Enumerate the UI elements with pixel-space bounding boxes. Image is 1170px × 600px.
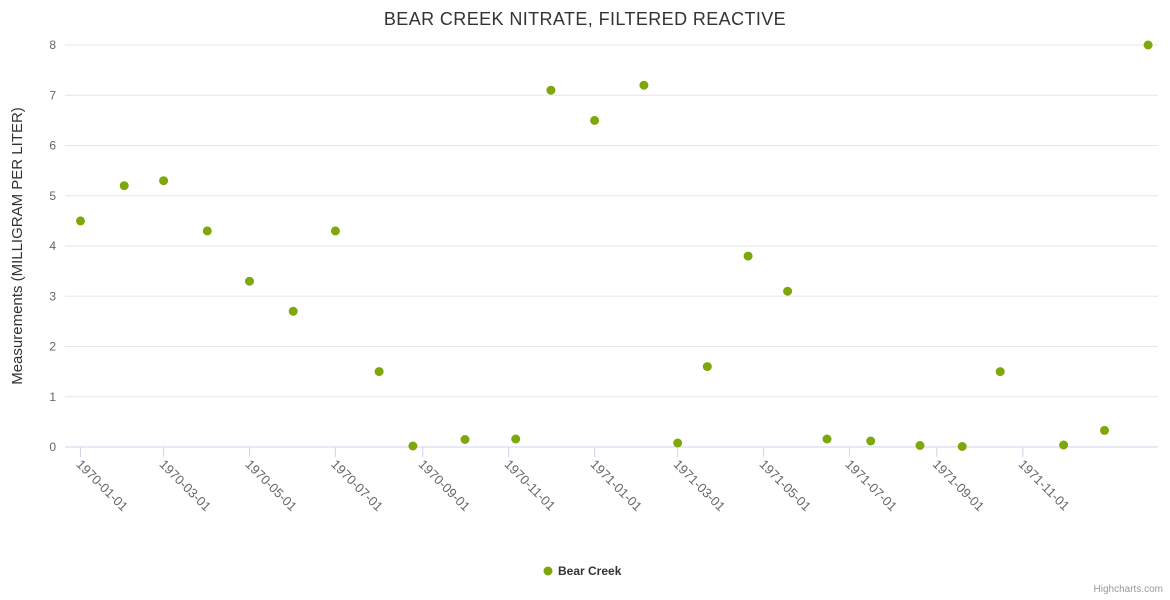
- highcharts-credits-link[interactable]: Highcharts.com: [1094, 584, 1163, 595]
- x-axis-tick-label: 1970-03-01: [156, 457, 214, 515]
- gridlines: [65, 44, 1158, 448]
- x-axis-tick-label: 1970-07-01: [328, 457, 386, 515]
- x-axis-tick-label: 1971-09-01: [930, 457, 988, 515]
- legend-item-bear-creek[interactable]: Bear Creek: [543, 564, 622, 578]
- data-point[interactable]: [202, 226, 212, 236]
- y-axis-tick-label: 7: [49, 88, 56, 102]
- x-axis: 1970-01-01 1970-03-01 1970-05-01 1970-07-01…: [65, 446, 1158, 515]
- data-point[interactable]: [1100, 425, 1109, 435]
- data-point[interactable]: [590, 115, 600, 125]
- chart-title: BEAR CREEK NITRATE, FILTERED REACTIVE: [384, 9, 786, 29]
- legend-label: Bear Creek: [558, 564, 622, 578]
- x-axis-tick-label: 1971-07-01: [842, 457, 900, 515]
- x-axis-tick-label: 1970-05-01: [242, 457, 300, 515]
- y-axis-tick-label: 6: [49, 139, 56, 153]
- y-axis-tick-label: 8: [49, 38, 56, 52]
- y-axis-tick-label: 5: [49, 189, 56, 203]
- y-axis-tick-label: 1: [49, 390, 56, 404]
- data-point[interactable]: [957, 442, 967, 451]
- series-bear-creek: [76, 40, 1153, 451]
- legend-marker-icon: [543, 566, 553, 576]
- data-point[interactable]: [743, 251, 753, 261]
- data-point[interactable]: [330, 226, 340, 236]
- data-point[interactable]: [460, 435, 470, 444]
- data-point[interactable]: [76, 216, 85, 226]
- x-axis-tick-label: 1971-11-01: [1016, 457, 1073, 514]
- x-axis-tick-label: 1970-09-01: [416, 457, 474, 515]
- data-point[interactable]: [288, 306, 298, 316]
- data-point[interactable]: [546, 85, 556, 95]
- data-point[interactable]: [783, 286, 793, 296]
- y-axis-title: Measurements (MILLIGRAM PER LITER): [9, 107, 26, 385]
- data-point[interactable]: [408, 441, 418, 451]
- data-point[interactable]: [511, 434, 521, 444]
- data-point[interactable]: [159, 176, 169, 186]
- data-point[interactable]: [866, 436, 876, 446]
- x-axis-tick-label: 1971-01-01: [587, 457, 645, 515]
- y-axis-tick-label: 2: [49, 340, 56, 354]
- x-axis-tick-label: 1970-11-01: [502, 457, 559, 514]
- data-point[interactable]: [1143, 40, 1153, 50]
- x-axis-tick-label: 1970-01-01: [73, 457, 131, 515]
- data-point[interactable]: [119, 181, 129, 191]
- y-axis-tick-label: 0: [49, 440, 56, 454]
- x-axis-tick-label: 1971-03-01: [671, 457, 729, 515]
- data-point[interactable]: [822, 434, 832, 444]
- y-axis: 0 1 2 3 4 5 6 7 8: [49, 38, 56, 454]
- data-point[interactable]: [1059, 440, 1069, 450]
- data-point[interactable]: [639, 80, 649, 90]
- data-point[interactable]: [915, 441, 925, 450]
- y-axis-tick-label: 4: [49, 239, 56, 253]
- x-axis-tick-label: 1971-05-01: [756, 457, 814, 515]
- data-point[interactable]: [245, 276, 254, 286]
- data-point[interactable]: [673, 438, 683, 448]
- data-point[interactable]: [702, 362, 712, 372]
- data-point[interactable]: [374, 367, 384, 377]
- data-point[interactable]: [995, 367, 1005, 377]
- y-axis-tick-label: 3: [49, 289, 56, 303]
